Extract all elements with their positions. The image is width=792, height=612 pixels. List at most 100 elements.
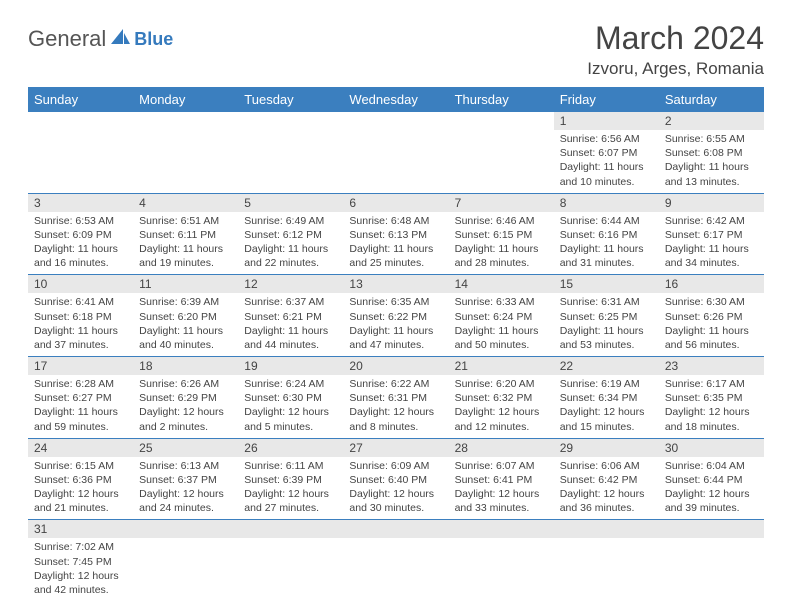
calendar-week: 10Sunrise: 6:41 AMSunset: 6:18 PMDayligh… (28, 275, 764, 357)
day-number: 5 (238, 194, 343, 212)
title-block: March 2024 Izvoru, Arges, Romania (587, 20, 764, 79)
calendar-cell: 9Sunrise: 6:42 AMSunset: 6:17 PMDaylight… (659, 193, 764, 275)
calendar-cell: 20Sunrise: 6:22 AMSunset: 6:31 PMDayligh… (343, 357, 448, 439)
day-number: 22 (554, 357, 659, 375)
calendar-cell (554, 520, 659, 601)
day-header: Friday (554, 87, 659, 112)
day-details: Sunrise: 6:11 AMSunset: 6:39 PMDaylight:… (238, 457, 343, 520)
day-number: 19 (238, 357, 343, 375)
calendar-cell (238, 520, 343, 601)
header: General Blue March 2024 Izvoru, Arges, R… (28, 20, 764, 79)
day-details: Sunrise: 6:48 AMSunset: 6:13 PMDaylight:… (343, 212, 448, 275)
calendar-cell: 11Sunrise: 6:39 AMSunset: 6:20 PMDayligh… (133, 275, 238, 357)
calendar-cell: 21Sunrise: 6:20 AMSunset: 6:32 PMDayligh… (449, 357, 554, 439)
day-details: Sunrise: 6:20 AMSunset: 6:32 PMDaylight:… (449, 375, 554, 438)
calendar-cell: 12Sunrise: 6:37 AMSunset: 6:21 PMDayligh… (238, 275, 343, 357)
day-details: Sunrise: 6:26 AMSunset: 6:29 PMDaylight:… (133, 375, 238, 438)
calendar-cell (343, 112, 448, 193)
day-details: Sunrise: 6:37 AMSunset: 6:21 PMDaylight:… (238, 293, 343, 356)
calendar-cell: 27Sunrise: 6:09 AMSunset: 6:40 PMDayligh… (343, 438, 448, 520)
calendar-cell: 28Sunrise: 6:07 AMSunset: 6:41 PMDayligh… (449, 438, 554, 520)
empty-day-number (659, 520, 764, 538)
day-details: Sunrise: 6:22 AMSunset: 6:31 PMDaylight:… (343, 375, 448, 438)
day-number: 8 (554, 194, 659, 212)
empty-day-number (133, 520, 238, 538)
day-number: 18 (133, 357, 238, 375)
day-details: Sunrise: 6:31 AMSunset: 6:25 PMDaylight:… (554, 293, 659, 356)
day-number: 13 (343, 275, 448, 293)
calendar-week: 1Sunrise: 6:56 AMSunset: 6:07 PMDaylight… (28, 112, 764, 193)
calendar-cell (238, 112, 343, 193)
day-details: Sunrise: 6:55 AMSunset: 6:08 PMDaylight:… (659, 130, 764, 193)
calendar-cell: 15Sunrise: 6:31 AMSunset: 6:25 PMDayligh… (554, 275, 659, 357)
day-header-row: SundayMondayTuesdayWednesdayThursdayFrid… (28, 87, 764, 112)
day-number: 9 (659, 194, 764, 212)
calendar-cell: 29Sunrise: 6:06 AMSunset: 6:42 PMDayligh… (554, 438, 659, 520)
day-number: 17 (28, 357, 133, 375)
calendar-cell: 3Sunrise: 6:53 AMSunset: 6:09 PMDaylight… (28, 193, 133, 275)
day-details: Sunrise: 6:04 AMSunset: 6:44 PMDaylight:… (659, 457, 764, 520)
calendar-cell: 26Sunrise: 6:11 AMSunset: 6:39 PMDayligh… (238, 438, 343, 520)
day-number: 20 (343, 357, 448, 375)
day-details: Sunrise: 7:02 AMSunset: 7:45 PMDaylight:… (28, 538, 133, 601)
day-number: 2 (659, 112, 764, 130)
day-number: 11 (133, 275, 238, 293)
day-number: 6 (343, 194, 448, 212)
calendar-cell: 7Sunrise: 6:46 AMSunset: 6:15 PMDaylight… (449, 193, 554, 275)
day-number: 16 (659, 275, 764, 293)
day-number: 24 (28, 439, 133, 457)
day-number: 15 (554, 275, 659, 293)
calendar-cell: 17Sunrise: 6:28 AMSunset: 6:27 PMDayligh… (28, 357, 133, 439)
day-number: 14 (449, 275, 554, 293)
day-number: 3 (28, 194, 133, 212)
logo-text-general: General (28, 26, 106, 52)
day-details: Sunrise: 6:39 AMSunset: 6:20 PMDaylight:… (133, 293, 238, 356)
day-details: Sunrise: 6:46 AMSunset: 6:15 PMDaylight:… (449, 212, 554, 275)
calendar-week: 17Sunrise: 6:28 AMSunset: 6:27 PMDayligh… (28, 357, 764, 439)
day-details: Sunrise: 6:53 AMSunset: 6:09 PMDaylight:… (28, 212, 133, 275)
calendar-cell: 2Sunrise: 6:55 AMSunset: 6:08 PMDaylight… (659, 112, 764, 193)
calendar-cell: 25Sunrise: 6:13 AMSunset: 6:37 PMDayligh… (133, 438, 238, 520)
day-number: 7 (449, 194, 554, 212)
day-number: 26 (238, 439, 343, 457)
logo-text-blue: Blue (134, 29, 173, 50)
calendar-cell: 1Sunrise: 6:56 AMSunset: 6:07 PMDaylight… (554, 112, 659, 193)
day-details: Sunrise: 6:51 AMSunset: 6:11 PMDaylight:… (133, 212, 238, 275)
calendar-cell: 10Sunrise: 6:41 AMSunset: 6:18 PMDayligh… (28, 275, 133, 357)
day-header: Thursday (449, 87, 554, 112)
empty-day-number (238, 520, 343, 538)
day-details: Sunrise: 6:41 AMSunset: 6:18 PMDaylight:… (28, 293, 133, 356)
calendar-cell: 6Sunrise: 6:48 AMSunset: 6:13 PMDaylight… (343, 193, 448, 275)
day-number: 28 (449, 439, 554, 457)
empty-day-number (554, 520, 659, 538)
calendar-cell (659, 520, 764, 601)
day-number: 4 (133, 194, 238, 212)
calendar-cell: 24Sunrise: 6:15 AMSunset: 6:36 PMDayligh… (28, 438, 133, 520)
day-details: Sunrise: 6:13 AMSunset: 6:37 PMDaylight:… (133, 457, 238, 520)
day-number: 27 (343, 439, 448, 457)
day-details: Sunrise: 6:06 AMSunset: 6:42 PMDaylight:… (554, 457, 659, 520)
day-details: Sunrise: 6:35 AMSunset: 6:22 PMDaylight:… (343, 293, 448, 356)
calendar-week: 31Sunrise: 7:02 AMSunset: 7:45 PMDayligh… (28, 520, 764, 601)
day-number: 31 (28, 520, 133, 538)
day-number: 12 (238, 275, 343, 293)
sail-icon (109, 27, 131, 52)
calendar-cell (343, 520, 448, 601)
day-header: Wednesday (343, 87, 448, 112)
calendar-cell: 5Sunrise: 6:49 AMSunset: 6:12 PMDaylight… (238, 193, 343, 275)
day-details: Sunrise: 6:42 AMSunset: 6:17 PMDaylight:… (659, 212, 764, 275)
calendar-cell: 16Sunrise: 6:30 AMSunset: 6:26 PMDayligh… (659, 275, 764, 357)
calendar-cell: 31Sunrise: 7:02 AMSunset: 7:45 PMDayligh… (28, 520, 133, 601)
location: Izvoru, Arges, Romania (587, 59, 764, 79)
day-number: 23 (659, 357, 764, 375)
day-details: Sunrise: 6:56 AMSunset: 6:07 PMDaylight:… (554, 130, 659, 193)
calendar-cell (449, 112, 554, 193)
day-details: Sunrise: 6:44 AMSunset: 6:16 PMDaylight:… (554, 212, 659, 275)
logo: General Blue (28, 26, 173, 52)
day-details: Sunrise: 6:07 AMSunset: 6:41 PMDaylight:… (449, 457, 554, 520)
calendar-cell: 22Sunrise: 6:19 AMSunset: 6:34 PMDayligh… (554, 357, 659, 439)
calendar-cell: 18Sunrise: 6:26 AMSunset: 6:29 PMDayligh… (133, 357, 238, 439)
month-title: March 2024 (587, 20, 764, 57)
calendar-body: 1Sunrise: 6:56 AMSunset: 6:07 PMDaylight… (28, 112, 764, 601)
day-header: Monday (133, 87, 238, 112)
